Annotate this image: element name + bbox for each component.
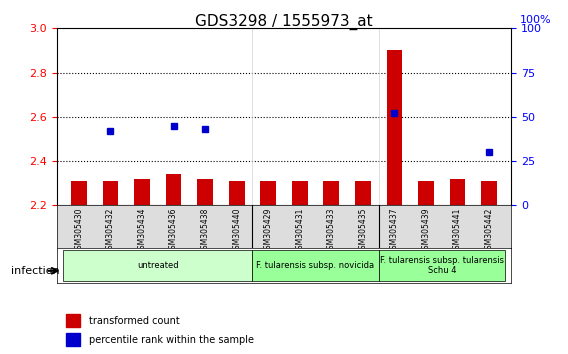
Text: untreated: untreated bbox=[137, 261, 178, 270]
Text: GSM305429: GSM305429 bbox=[264, 207, 273, 254]
Bar bbox=[197, 179, 213, 205]
Text: GSM305432: GSM305432 bbox=[106, 207, 115, 254]
Bar bbox=[418, 181, 434, 205]
Text: GSM305433: GSM305433 bbox=[327, 207, 336, 254]
Bar bbox=[103, 181, 118, 205]
Text: percentile rank within the sample: percentile rank within the sample bbox=[89, 335, 253, 345]
Text: GSM305430: GSM305430 bbox=[74, 207, 83, 254]
Text: GSM305436: GSM305436 bbox=[169, 207, 178, 254]
Bar bbox=[66, 333, 80, 346]
FancyBboxPatch shape bbox=[379, 250, 505, 281]
Text: GDS3298 / 1555973_at: GDS3298 / 1555973_at bbox=[195, 14, 373, 30]
Bar bbox=[323, 181, 339, 205]
Text: F. tularensis subsp. novicida: F. tularensis subsp. novicida bbox=[257, 261, 375, 270]
Bar bbox=[481, 181, 497, 205]
Text: GSM305431: GSM305431 bbox=[295, 207, 304, 254]
Bar bbox=[292, 181, 308, 205]
Text: GSM305440: GSM305440 bbox=[232, 207, 241, 254]
Bar bbox=[229, 181, 245, 205]
Text: GSM305434: GSM305434 bbox=[137, 207, 147, 254]
FancyBboxPatch shape bbox=[252, 250, 379, 281]
Text: transformed count: transformed count bbox=[89, 316, 179, 326]
FancyBboxPatch shape bbox=[63, 250, 252, 281]
Bar bbox=[66, 314, 80, 327]
Bar bbox=[355, 181, 371, 205]
Bar bbox=[134, 179, 150, 205]
Text: GSM305437: GSM305437 bbox=[390, 207, 399, 254]
Bar bbox=[166, 175, 181, 205]
Text: GSM305438: GSM305438 bbox=[201, 207, 210, 254]
Text: F. tularensis subsp. tularensis
Schu 4: F. tularensis subsp. tularensis Schu 4 bbox=[380, 256, 504, 275]
Text: infection: infection bbox=[11, 266, 60, 276]
Bar bbox=[260, 181, 276, 205]
Bar bbox=[71, 181, 87, 205]
Text: GSM305442: GSM305442 bbox=[485, 207, 494, 254]
Bar bbox=[450, 179, 465, 205]
Text: GSM305439: GSM305439 bbox=[421, 207, 431, 254]
Text: GSM305435: GSM305435 bbox=[358, 207, 367, 254]
Text: 100%: 100% bbox=[520, 15, 552, 25]
Bar bbox=[387, 51, 402, 205]
Text: GSM305441: GSM305441 bbox=[453, 207, 462, 254]
